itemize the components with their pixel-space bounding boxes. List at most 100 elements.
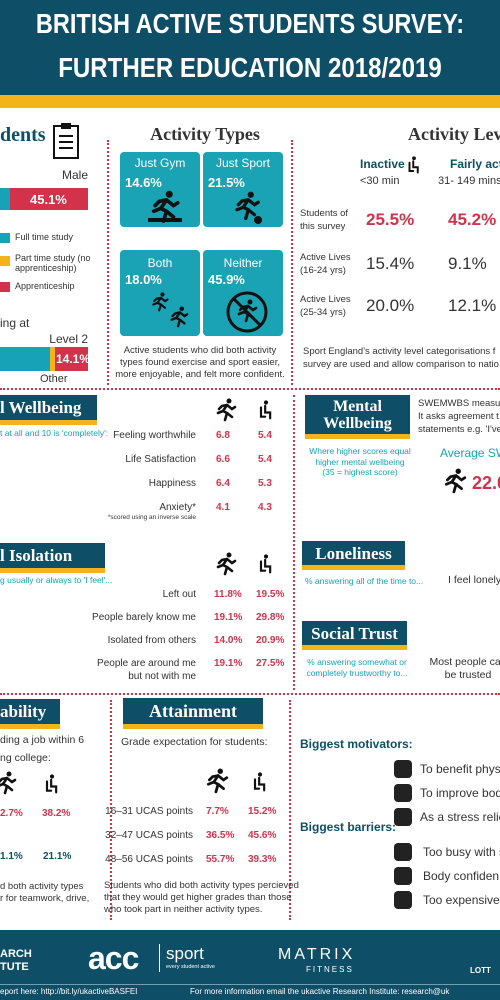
divider bbox=[293, 395, 295, 690]
average-value: 22.0 bbox=[472, 473, 500, 493]
header-strip bbox=[0, 95, 500, 108]
row-value: 19.5% bbox=[256, 589, 285, 600]
row-label: 16–31 UCAS points bbox=[105, 806, 193, 817]
value: 38.2% bbox=[42, 808, 71, 819]
text-line: ding a job within 6 bbox=[0, 734, 85, 746]
activity-box bbox=[203, 152, 283, 227]
row-label: Students of this survey bbox=[300, 208, 349, 232]
box-value: 21.5% bbox=[208, 175, 245, 190]
statement: Most people can be trusted bbox=[418, 656, 500, 682]
text-line: statements e.g. 'I've bbox=[418, 424, 500, 435]
sport-icon bbox=[232, 188, 262, 224]
active-icon bbox=[0, 770, 18, 796]
inactive-icon bbox=[250, 770, 270, 794]
average-label: Average SW bbox=[440, 446, 500, 460]
row-value: 12.1% bbox=[448, 296, 497, 315]
row-value: 5.4 bbox=[258, 430, 272, 441]
box-label: Just Gym bbox=[134, 156, 186, 170]
row-label: Feeling worthwhile bbox=[113, 430, 196, 441]
legend-swatch bbox=[0, 256, 10, 266]
legend-swatch bbox=[0, 233, 10, 243]
value: 1.1% bbox=[0, 851, 23, 862]
subtitle: t at all and 10 is 'completely': bbox=[0, 428, 109, 438]
text-line: It asks agreement t bbox=[418, 411, 499, 422]
activity-box bbox=[120, 250, 200, 336]
caption: Active students who did both activity ty… bbox=[115, 345, 285, 380]
legend-label: Part time study (no apprenticeship) bbox=[15, 253, 91, 273]
row-label: 32–47 UCAS points bbox=[105, 830, 193, 841]
caption-line: Students who did both activity types per… bbox=[104, 880, 299, 891]
note-line: Where higher scores equal bbox=[309, 446, 411, 456]
title-line: BRITISH ACTIVE STUDENTS SURVEY: bbox=[35, 8, 465, 39]
gender-label: Male bbox=[61, 168, 88, 182]
logo-text: TUTE bbox=[0, 961, 29, 973]
row-value: 39.3% bbox=[248, 854, 277, 865]
row-label: Isolated from others bbox=[107, 635, 196, 646]
row-value: 19.1% bbox=[214, 612, 243, 623]
activity-box bbox=[120, 152, 200, 227]
row-label: Anxiety* bbox=[159, 502, 196, 513]
active-icon bbox=[442, 468, 468, 494]
row-value: 4.1 bbox=[216, 502, 230, 513]
value: 2.7% bbox=[0, 808, 23, 819]
logo-text: sport bbox=[166, 944, 204, 963]
list-title: Biggest motivators: bbox=[300, 737, 413, 751]
box-value: 45.9% bbox=[208, 272, 245, 287]
row-value: 15.4% bbox=[366, 254, 415, 273]
list-icon bbox=[394, 843, 412, 861]
legend-swatch bbox=[0, 282, 10, 292]
list-title: Biggest barriers: bbox=[300, 820, 397, 834]
text-line: SWEMWBS measu bbox=[418, 398, 500, 409]
gym-icon bbox=[148, 190, 182, 224]
clipboard-icon bbox=[53, 123, 79, 159]
statement-line: be trusted bbox=[444, 669, 492, 681]
caption: survey are used and allow comparison to … bbox=[303, 359, 499, 370]
row-label: Life Satisfaction bbox=[125, 454, 196, 465]
logo-divider bbox=[159, 944, 160, 972]
row-value: 27.5% bbox=[256, 658, 285, 669]
list-icon bbox=[394, 784, 412, 802]
bar-segment bbox=[55, 347, 88, 371]
inactive-icon bbox=[256, 398, 276, 422]
bar-value: 45.1% bbox=[30, 192, 67, 207]
row-value: 5.3 bbox=[258, 478, 272, 489]
bar-segment bbox=[0, 188, 10, 210]
box-value: 18.0% bbox=[125, 272, 162, 287]
footer-link: eport here: http://bit.ly/ukactiveBASFEI bbox=[0, 987, 138, 996]
active-icon bbox=[204, 768, 230, 794]
subtitle-line: % answering somewhat or bbox=[307, 657, 407, 667]
level-label: Level 2 bbox=[49, 332, 88, 346]
row-value: 19.1% bbox=[214, 658, 243, 669]
row-value: 45.6% bbox=[248, 830, 277, 841]
section-title: Mental Wellbeing bbox=[305, 395, 410, 439]
note-line: higher mental wellbeing bbox=[315, 456, 405, 467]
inactive-icon bbox=[42, 772, 62, 796]
box-label: Just Sport bbox=[215, 156, 271, 170]
subtitle: % answering all of the time to... bbox=[305, 576, 424, 586]
row-value: 7.7% bbox=[206, 806, 229, 817]
subtitle: Grade expectation for students: bbox=[121, 736, 268, 748]
row-label: People barely know me bbox=[92, 612, 196, 623]
level-heading: ing at bbox=[0, 316, 30, 330]
list-icon bbox=[394, 867, 412, 885]
row-label: People are around me bbox=[97, 658, 196, 669]
legend-label: Apprenticeship bbox=[15, 281, 75, 291]
logo-text: LOTT bbox=[470, 966, 491, 975]
row-label: 48–56 UCAS points bbox=[105, 854, 193, 865]
row-value: 4.3 bbox=[258, 502, 272, 513]
column-range: <30 min bbox=[360, 175, 400, 187]
section-title: Attainment bbox=[123, 698, 263, 729]
row-value: 20.0% bbox=[366, 296, 415, 315]
logo-text: acc bbox=[88, 940, 139, 976]
divider bbox=[289, 700, 291, 920]
active-icon bbox=[214, 398, 238, 422]
logo-text: FITNESS bbox=[306, 965, 354, 974]
legend-label: Full time study bbox=[15, 232, 74, 242]
caption: d both activity types bbox=[0, 881, 84, 892]
divider bbox=[110, 700, 112, 920]
active-icon bbox=[214, 552, 238, 576]
section-title: l Isolation bbox=[0, 543, 105, 573]
bar-segment bbox=[0, 347, 50, 371]
list-item: To improve bod bbox=[420, 786, 500, 800]
